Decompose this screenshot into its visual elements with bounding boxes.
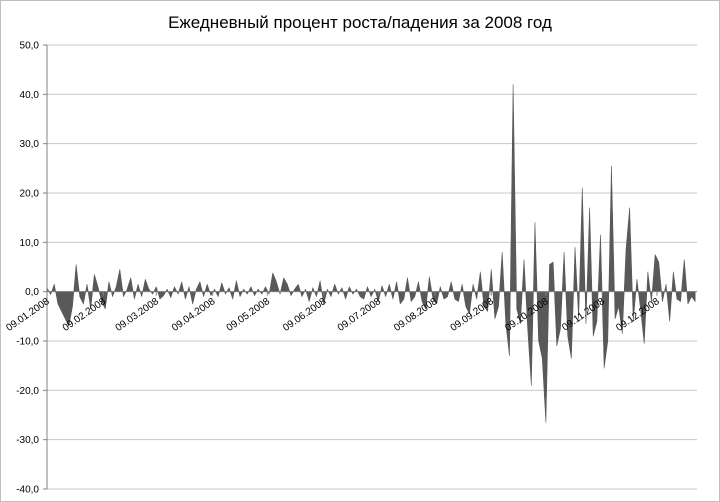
y-tick-label: -10,0 xyxy=(16,337,39,348)
y-tick-label: 10,0 xyxy=(20,238,40,249)
y-tick-label: 20,0 xyxy=(20,189,40,200)
y-tick-label: 50,0 xyxy=(20,41,40,52)
series-area-path xyxy=(46,84,696,423)
y-axis: 50,0 40,0 30,0 20,0 10,0 0,0 -10,0 -20,0 -30,0 -4… xyxy=(16,41,48,496)
y-tick-label: 30,0 xyxy=(20,139,40,150)
series-area xyxy=(46,84,696,423)
y-tick-label: -20,0 xyxy=(16,386,39,397)
y-tick-label: 40,0 xyxy=(20,90,40,101)
y-tick-label: -30,0 xyxy=(16,435,39,446)
y-tick-label: 0,0 xyxy=(25,287,39,298)
y-tick-label: -40,0 xyxy=(16,485,39,496)
chart-title: Ежедневный процент роста/падения за 2008… xyxy=(168,13,552,32)
